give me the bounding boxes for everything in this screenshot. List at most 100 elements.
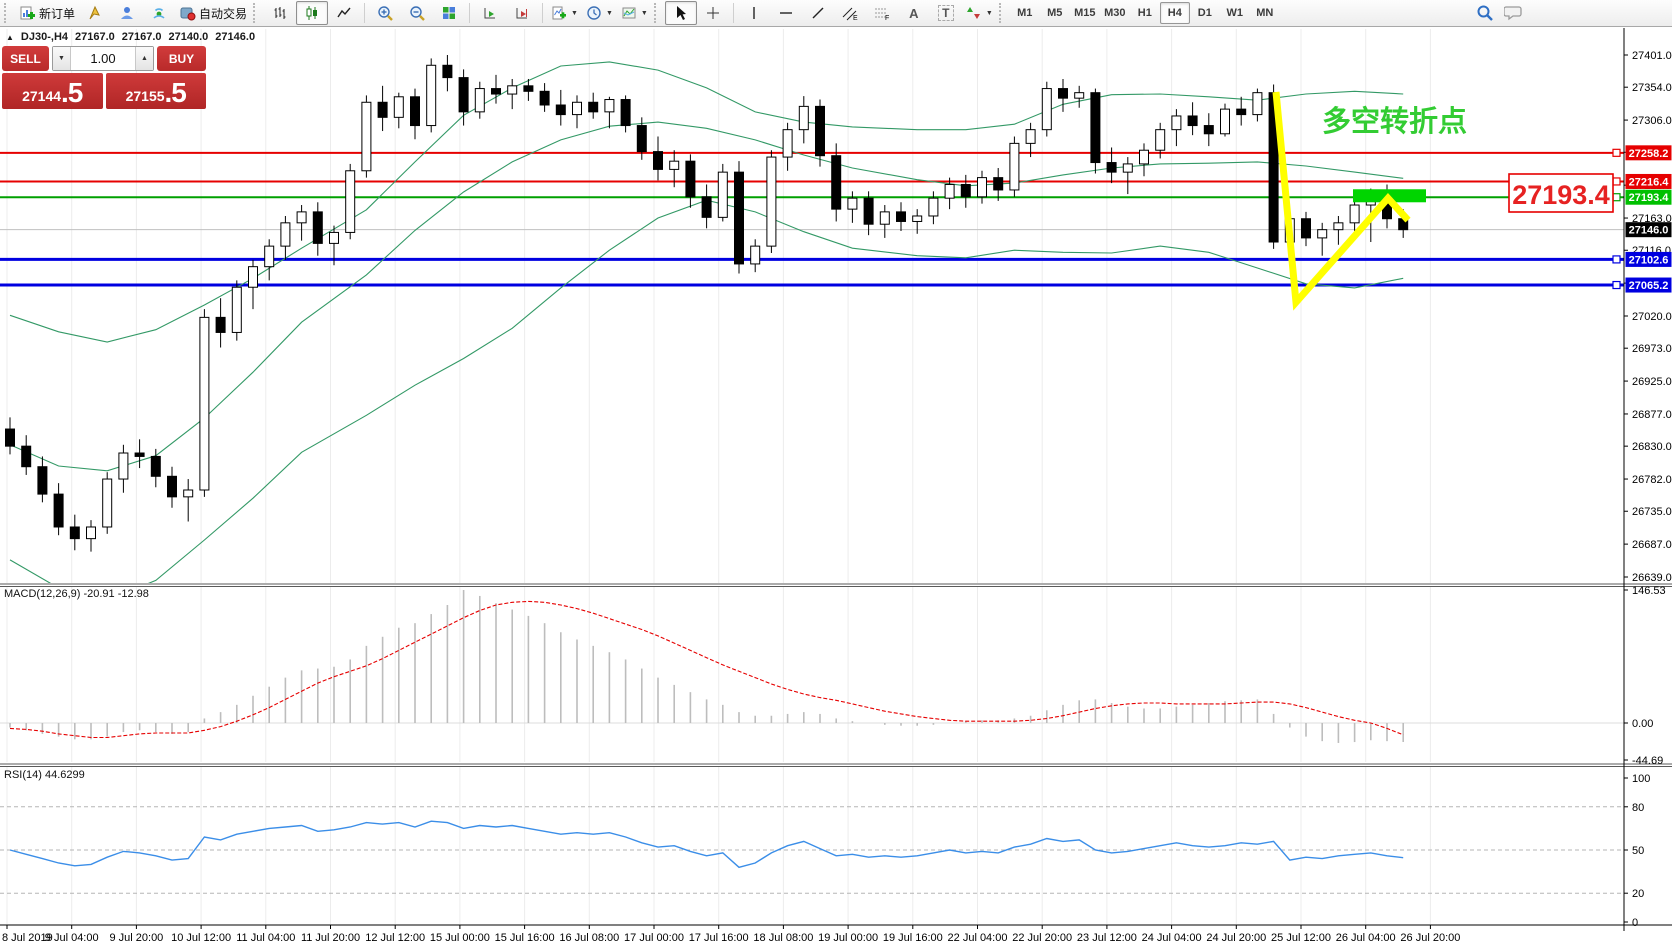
- dropdown-caret-icon: ▼: [605, 9, 613, 17]
- candle-body: [993, 177, 1004, 191]
- axis-tick-label: 26639.0: [1632, 572, 1672, 584]
- candle-body: [167, 475, 177, 498]
- time-axis-label: 24 Jul 04:00: [1142, 932, 1202, 944]
- timeframe-button-m5[interactable]: M5: [1047, 7, 1063, 19]
- timeframe-button-m15[interactable]: M15: [1074, 7, 1096, 19]
- candle-body: [1074, 92, 1085, 99]
- search-icon[interactable]: [1476, 4, 1494, 22]
- axis-tick-label: -44.69: [1632, 755, 1663, 767]
- annotation-note-text[interactable]: 多空转折点: [1322, 104, 1467, 138]
- fibonacci-tool-button[interactable]: F: [866, 1, 898, 25]
- tile-windows-button[interactable]: [433, 1, 465, 25]
- candle-body: [572, 101, 582, 116]
- ohlc-open: 27167.0: [75, 31, 115, 43]
- price-level-badge-text: 27065.2: [1629, 280, 1669, 292]
- toolbar-grip: [998, 3, 1006, 23]
- price-level-badge-text: 27193.4: [1629, 192, 1670, 204]
- dropdown-caret-icon: ▼: [571, 9, 578, 17]
- level-line-anchor[interactable]: [1612, 280, 1621, 290]
- candle-body: [37, 466, 48, 495]
- chat-icon[interactable]: [1504, 4, 1524, 22]
- timeframe-button-mn[interactable]: MN: [1256, 7, 1274, 19]
- buy-price-display[interactable]: 27155.5: [105, 73, 206, 109]
- indicators-menu-button[interactable]: ▼: [547, 1, 582, 25]
- crosshair-tool-button[interactable]: [697, 1, 729, 25]
- level-line-anchor[interactable]: [1612, 177, 1621, 186]
- level-line-anchor[interactable]: [1612, 255, 1621, 264]
- candle-body: [474, 88, 485, 113]
- sell-price-fraction: .5: [61, 77, 83, 108]
- timeframe-button-m30[interactable]: M30: [1104, 7, 1126, 19]
- zoom-in-button[interactable]: [369, 1, 401, 25]
- timeframe-button-h4[interactable]: H4: [1159, 2, 1190, 24]
- candle-body: [1301, 218, 1311, 239]
- periods-menu-button[interactable]: ▼: [582, 1, 617, 25]
- autotrade-button[interactable]: 自动交易: [175, 1, 251, 25]
- timeframe-button-d1[interactable]: D1: [1197, 7, 1212, 19]
- zigzag-trend-annotation[interactable]: [1272, 91, 1411, 311]
- auto-scroll-button[interactable]: [474, 1, 506, 25]
- collapse-triangle-icon[interactable]: ▲: [6, 32, 14, 42]
- horizontal-line-tool-button[interactable]: [770, 1, 802, 25]
- volume-value[interactable]: 1.00: [90, 51, 116, 66]
- templates-menu-button[interactable]: ▼: [617, 1, 652, 25]
- candle-body: [1122, 163, 1133, 173]
- dropdown-caret-icon: ▼: [985, 9, 993, 17]
- new-order-button[interactable]: 新订单: [15, 1, 79, 25]
- level-line-anchor[interactable]: [1612, 193, 1621, 202]
- candle-body: [1171, 115, 1182, 131]
- equidistant-channel-icon: E: [842, 7, 858, 21]
- candlestick-icon: [306, 6, 318, 20]
- candle-body: [393, 96, 404, 118]
- volume-decrease-button[interactable]: ▼: [53, 47, 71, 70]
- rsi-indicator-label: RSI(14) 44.6299: [4, 769, 85, 781]
- dropdown-caret-icon: ▼: [640, 9, 648, 17]
- line-chart-button[interactable]: [328, 1, 360, 25]
- price-callout-box: [1508, 173, 1614, 213]
- arrows-tool-button[interactable]: ▼: [962, 1, 997, 25]
- price-level-badge: [1625, 173, 1672, 189]
- text-tool-button[interactable]: A: [898, 1, 930, 25]
- candle-body: [264, 245, 275, 268]
- vertical-line-tool-button[interactable]: [738, 1, 770, 25]
- timeframe-button-h1[interactable]: H1: [1137, 7, 1152, 19]
- candle-body: [410, 96, 420, 127]
- text-label-tool-button[interactable]: T: [930, 1, 962, 25]
- market-watch-button[interactable]: [79, 1, 111, 25]
- sell-price-display[interactable]: 27144.5: [2, 73, 103, 109]
- candle-body: [766, 156, 777, 247]
- candle-body: [879, 211, 890, 225]
- buy-button[interactable]: BUY: [157, 46, 206, 71]
- candle-body: [653, 151, 663, 170]
- cursor-tool-button[interactable]: [664, 1, 697, 25]
- chart-shift-button[interactable]: [506, 1, 538, 25]
- sell-price-main: 27144: [22, 88, 62, 104]
- timeframe-button-w1[interactable]: W1: [1226, 7, 1244, 19]
- candle-body: [1333, 222, 1344, 231]
- sell-button[interactable]: SELL: [2, 46, 49, 71]
- price-callout[interactable]: 27193.4: [1508, 173, 1614, 213]
- toolbar-grip: [653, 3, 661, 23]
- timeframe-button-m1[interactable]: M1: [1017, 7, 1033, 19]
- candle-body: [231, 286, 242, 333]
- chart-shift-icon: [516, 8, 528, 19]
- candle-body: [620, 99, 631, 127]
- candle-body: [491, 88, 501, 95]
- candlestick-chart-button[interactable]: [296, 1, 329, 25]
- bar-chart-button[interactable]: [264, 1, 296, 25]
- zoom-out-button[interactable]: [401, 1, 433, 25]
- arrows-icon: [966, 7, 980, 19]
- candle-body: [86, 526, 96, 540]
- time-axis-label: 26 Jul 04:00: [1336, 932, 1396, 944]
- volume-increase-button[interactable]: ▲: [135, 47, 153, 70]
- time-axis-label: 22 Jul 20:00: [1012, 932, 1072, 944]
- signals-button[interactable]: [143, 1, 175, 25]
- candle-body: [1041, 88, 1052, 131]
- channel-tool-button[interactable]: E: [834, 1, 866, 25]
- trendline-tool-button[interactable]: [802, 1, 834, 25]
- level-line-anchor[interactable]: [1612, 148, 1621, 157]
- ohlc-close: 27146.0: [215, 31, 256, 43]
- mql5-community-button[interactable]: [111, 1, 143, 25]
